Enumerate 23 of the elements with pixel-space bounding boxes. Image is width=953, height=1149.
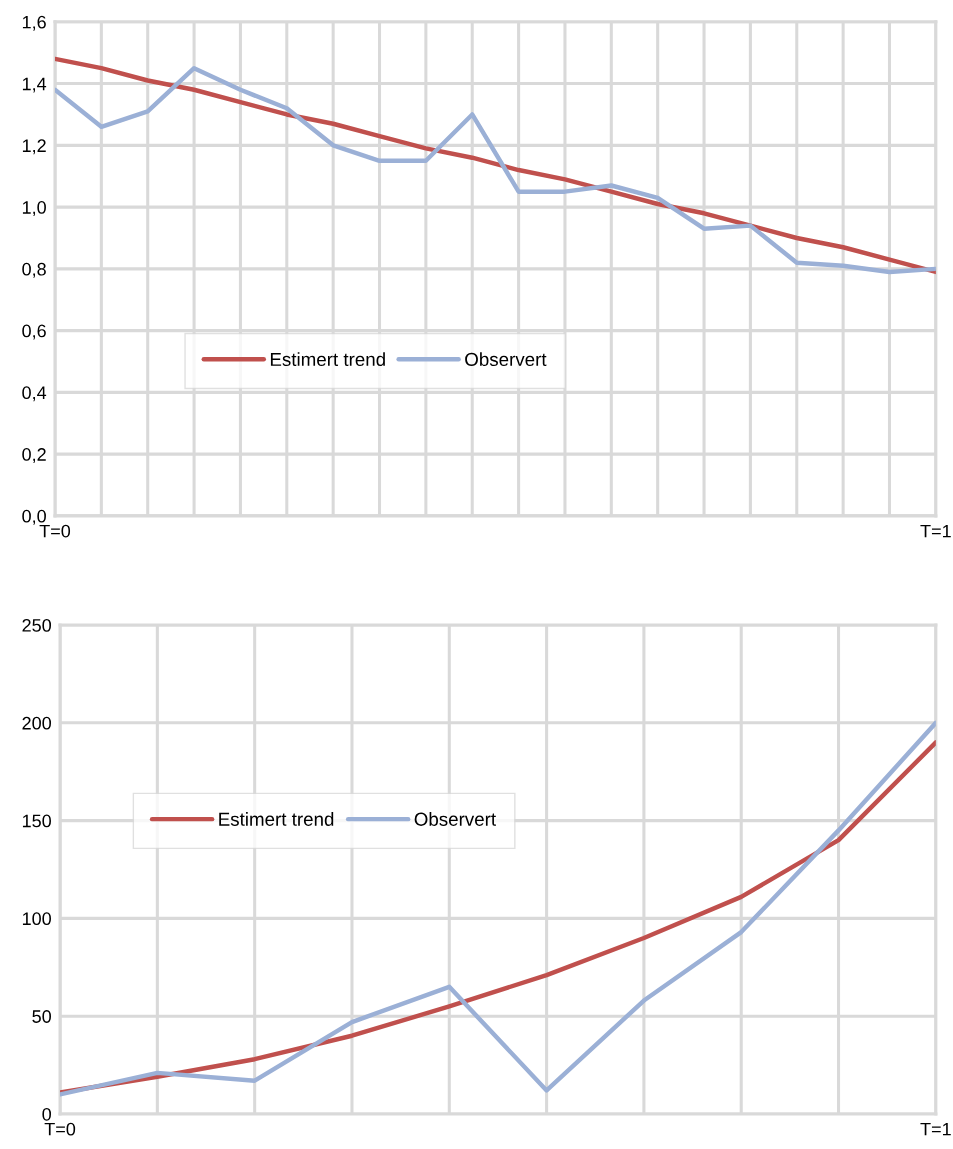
y-tick-label: 100 bbox=[22, 912, 51, 926]
y-tick-label: 200 bbox=[22, 716, 51, 730]
legend-label: Estimert trend bbox=[219, 812, 334, 826]
y-tick-label: 1,4 bbox=[22, 77, 47, 93]
y-tick-label: 150 bbox=[22, 814, 51, 828]
x-tick-label: T=1 bbox=[920, 524, 951, 538]
x-tick-label: T=0 bbox=[39, 524, 71, 538]
legend-label: Observert bbox=[465, 352, 547, 367]
y-tick-label: 0,2 bbox=[22, 448, 46, 463]
y-tick-label: 250 bbox=[22, 618, 51, 632]
y-tick-label: 0 bbox=[42, 1107, 51, 1121]
y-tick-label: 0,0 bbox=[22, 509, 46, 525]
y-tick-label: 0,6 bbox=[22, 324, 46, 340]
x-tick-label: T=1 bbox=[920, 1122, 951, 1136]
y-tick-label: 1,0 bbox=[22, 201, 46, 216]
x-tick-label: T=0 bbox=[44, 1122, 76, 1136]
y-tick-label: 1,6 bbox=[22, 15, 46, 31]
y-tick-label: 1,2 bbox=[22, 139, 46, 155]
y-tick-label: 0,4 bbox=[22, 386, 47, 402]
legend-label: Observert bbox=[414, 812, 496, 826]
y-tick-label: 50 bbox=[32, 1010, 51, 1023]
legend-label: Estimert trend bbox=[270, 352, 385, 367]
y-tick-label: 0,8 bbox=[22, 262, 46, 278]
